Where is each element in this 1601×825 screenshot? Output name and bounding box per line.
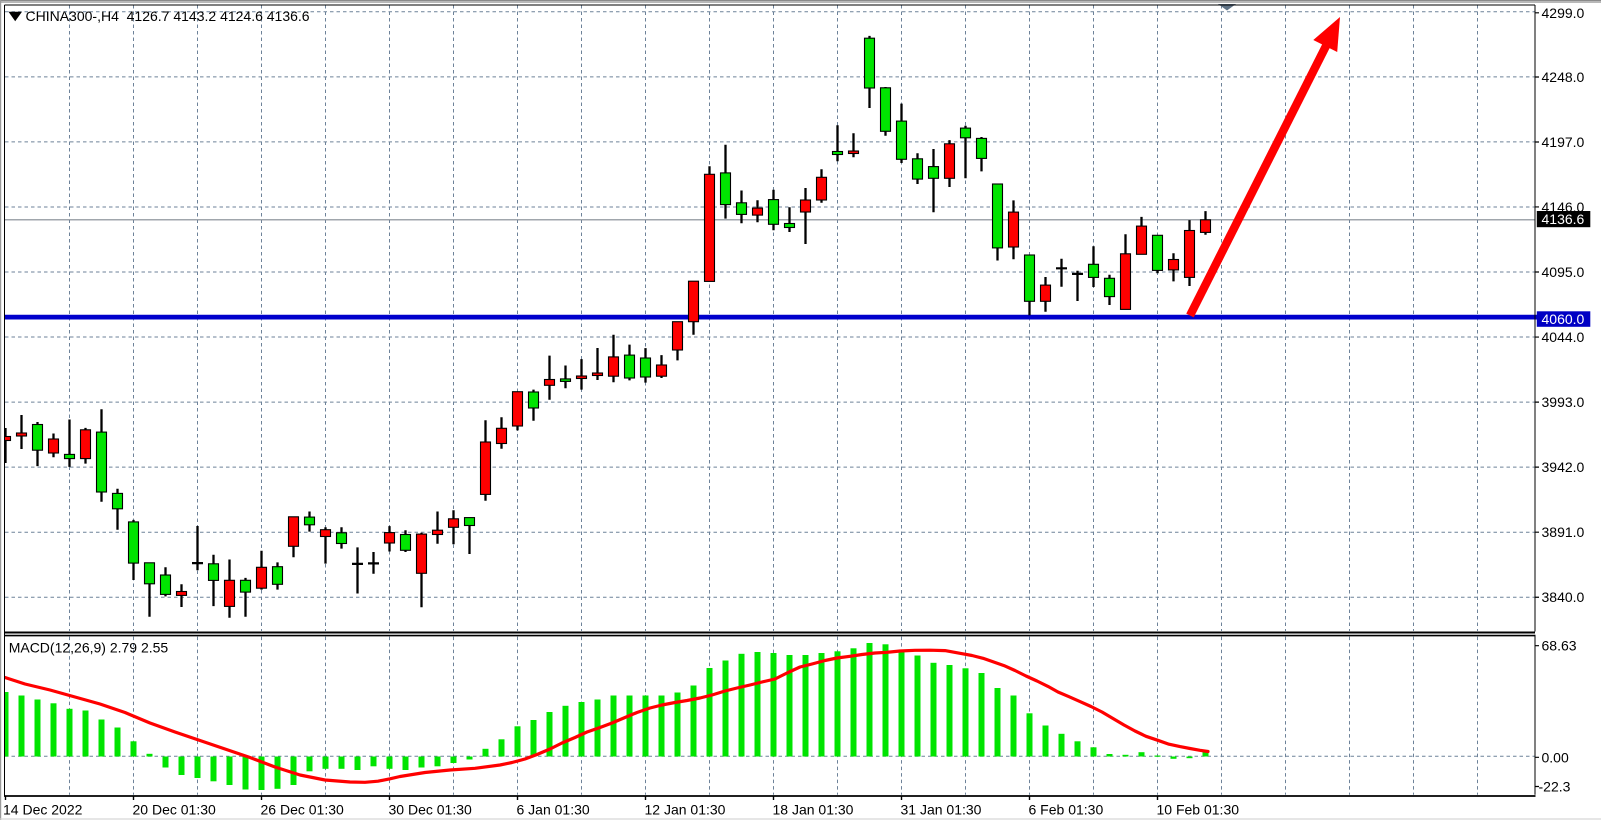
svg-text:4044.0: 4044.0 <box>1542 329 1585 345</box>
svg-text:26 Dec 01:30: 26 Dec 01:30 <box>261 801 344 817</box>
svg-text:-22.3: -22.3 <box>1539 779 1571 795</box>
svg-text:30 Dec 01:30: 30 Dec 01:30 <box>389 801 472 817</box>
svg-text:10 Feb 01:30: 10 Feb 01:30 <box>1157 801 1240 817</box>
svg-text:CHINA300-,H4 4126.7 4143.2 41: CHINA300-,H4 4126.7 4143.2 4124.6 4136.6 <box>26 8 310 24</box>
svg-text:MACD(12,26,9) 2.79 2.55: MACD(12,26,9) 2.79 2.55 <box>9 640 169 656</box>
svg-text:4060.0: 4060.0 <box>1542 311 1585 327</box>
svg-text:4299.0: 4299.0 <box>1542 5 1585 21</box>
svg-text:68.63: 68.63 <box>1542 638 1577 654</box>
svg-text:6 Feb 01:30: 6 Feb 01:30 <box>1029 801 1104 817</box>
svg-text:14 Dec 2022: 14 Dec 2022 <box>3 801 83 817</box>
svg-text:4136.6: 4136.6 <box>1542 211 1585 227</box>
svg-text:4197.0: 4197.0 <box>1542 134 1585 150</box>
svg-text:18 Jan 01:30: 18 Jan 01:30 <box>773 801 854 817</box>
svg-text:6 Jan 01:30: 6 Jan 01:30 <box>517 801 590 817</box>
svg-text:4095.0: 4095.0 <box>1542 264 1585 280</box>
svg-text:3840.0: 3840.0 <box>1542 589 1585 605</box>
svg-text:3993.0: 3993.0 <box>1542 394 1585 410</box>
svg-text:20 Dec 01:30: 20 Dec 01:30 <box>133 801 216 817</box>
svg-text:4146.0: 4146.0 <box>1542 199 1585 215</box>
svg-text:12 Jan 01:30: 12 Jan 01:30 <box>645 801 726 817</box>
svg-text:3891.0: 3891.0 <box>1542 524 1585 540</box>
svg-text:31 Jan 01:30: 31 Jan 01:30 <box>901 801 982 817</box>
svg-text:4248.0: 4248.0 <box>1542 69 1585 85</box>
svg-text:3942.0: 3942.0 <box>1542 459 1585 475</box>
svg-text:0.00: 0.00 <box>1542 749 1569 765</box>
